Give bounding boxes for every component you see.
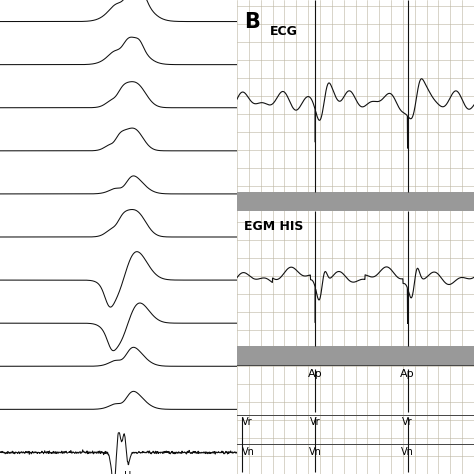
Text: Vn: Vn (309, 447, 322, 456)
Text: Vn: Vn (401, 447, 414, 456)
Text: ECG: ECG (270, 25, 298, 37)
Text: Vr: Vr (310, 417, 320, 427)
Text: Ap: Ap (401, 369, 415, 379)
Text: Vn: Vn (242, 447, 255, 456)
Text: Ap: Ap (308, 369, 322, 379)
Text: B: B (244, 12, 260, 32)
Bar (237, 192, 474, 211)
Text: Vr: Vr (242, 417, 252, 427)
Text: H: H (124, 471, 131, 474)
Text: Vr: Vr (402, 417, 413, 427)
Text: EGM HIS: EGM HIS (244, 220, 303, 233)
Bar (237, 346, 474, 365)
